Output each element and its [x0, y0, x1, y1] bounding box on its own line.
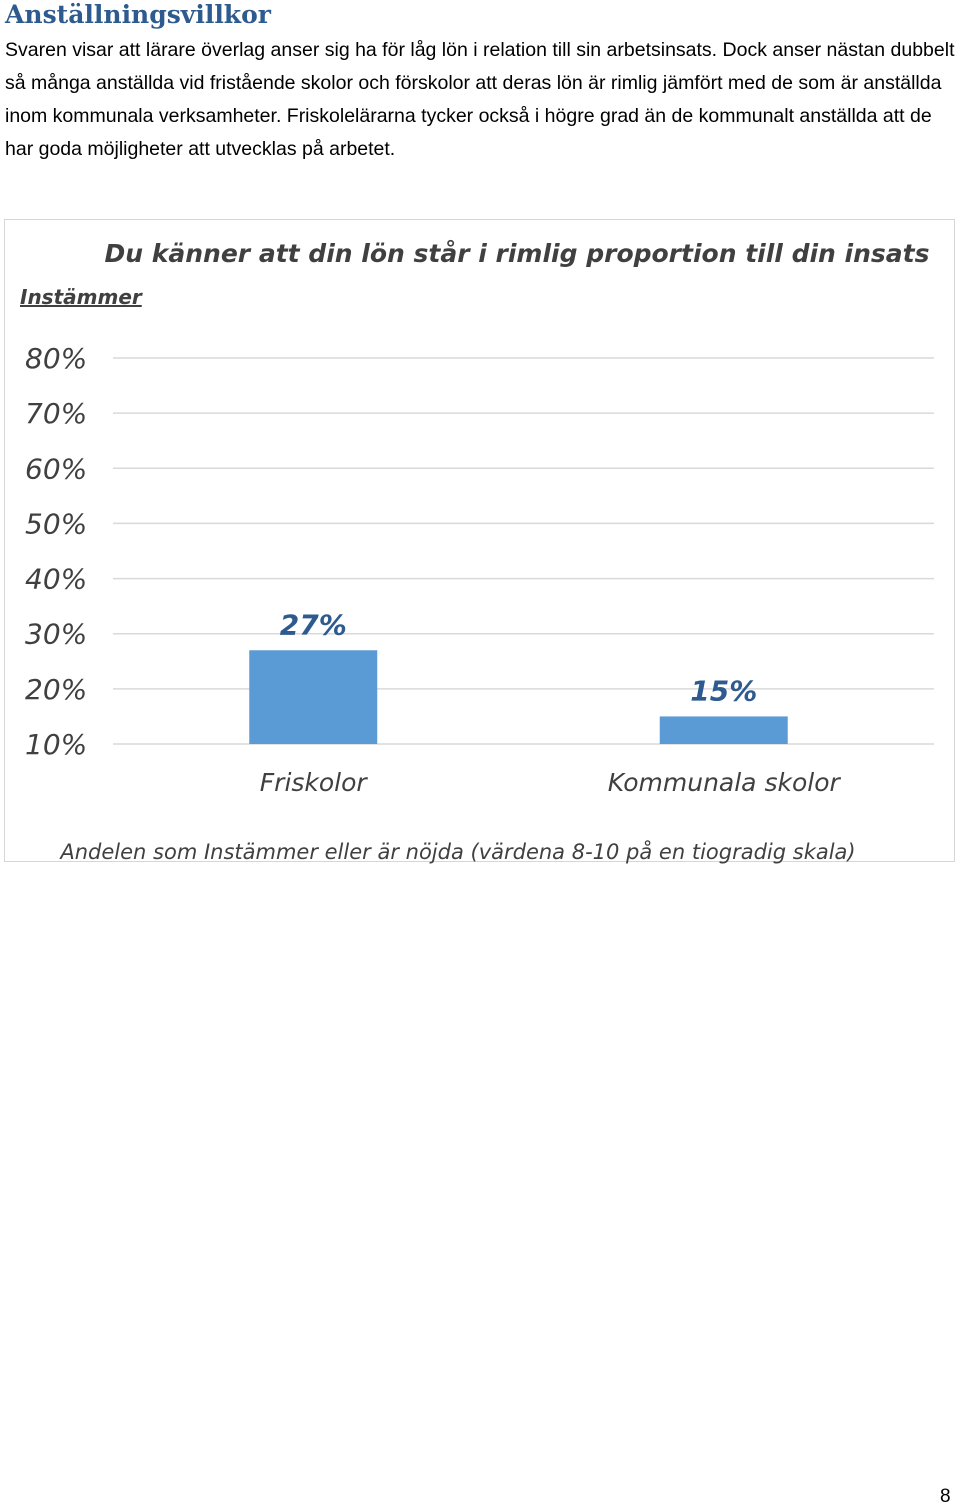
category-label: Friskolor	[260, 768, 369, 797]
y-tick-label: 80%	[25, 342, 87, 375]
y-tick-label: 50%	[25, 507, 87, 540]
gridlines	[113, 357, 934, 745]
bars	[249, 650, 788, 744]
y-tick-label: 60%	[25, 452, 87, 485]
bar	[249, 650, 378, 744]
x-axis-label: Andelen som Instämmer eller är nöjda (vä…	[58, 839, 855, 864]
y-tick-label: 10%	[25, 728, 87, 761]
y-tick-label: 40%	[25, 563, 87, 596]
chart-title: Du känner att din lön står i rimlig prop…	[105, 239, 930, 268]
bar	[659, 716, 788, 744]
category-labels: Friskolor Kommunala skolor	[260, 768, 842, 797]
section-heading: Anställningsvillkor	[5, 0, 271, 29]
data-label: 15%	[690, 674, 757, 707]
data-labels: 27% 15%	[280, 608, 758, 707]
data-label: 27%	[280, 608, 347, 641]
page-number: 8	[940, 1486, 951, 1507]
intro-paragraph: Svaren visar att lärare överlag anser si…	[5, 39, 955, 160]
y-tick-label: 70%	[25, 397, 87, 430]
category-label: Kommunala skolor	[608, 768, 842, 797]
bar-chart: 80% 70% 60% 50% 40% 30% 20% 10% 27% 15% Friskolo…	[20, 239, 934, 864]
y-axis-label: Instämmer	[20, 285, 143, 309]
y-tick-labels: 80% 70% 60% 50% 40% 30% 20% 10%	[25, 342, 87, 761]
y-tick-label: 30%	[25, 618, 87, 651]
y-tick-label: 20%	[25, 673, 87, 706]
chart-frame	[4, 219, 955, 862]
